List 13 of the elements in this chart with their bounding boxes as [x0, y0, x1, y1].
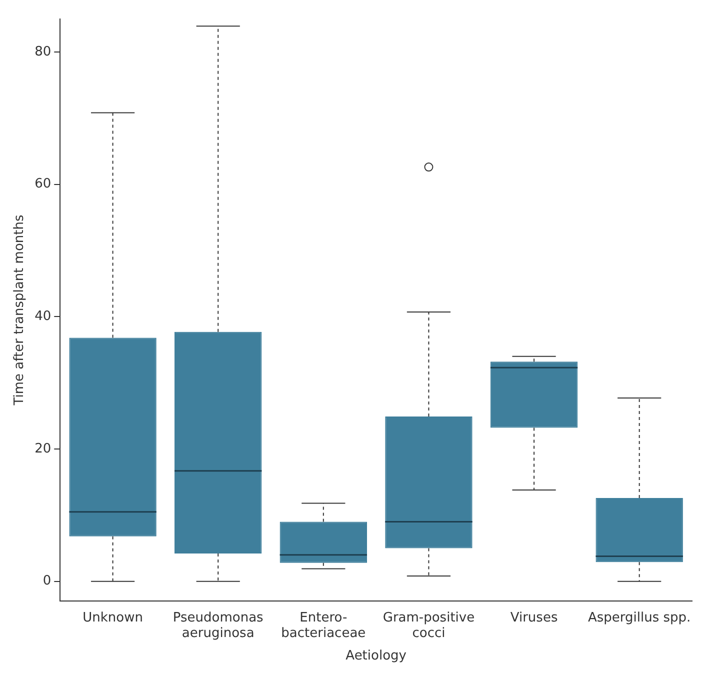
- y-tick-label: 60: [34, 176, 52, 192]
- x-tick-label: Unknown: [82, 610, 143, 626]
- x-tick-label: Pseudomonas aeruginosa: [172, 610, 264, 641]
- y-tick-label: 40: [34, 308, 52, 324]
- x-tick-label: Aspergillus spp.: [588, 610, 691, 626]
- y-tick-label: 0: [42, 574, 52, 589]
- x-tick-label: Entero- bacteriaceae: [281, 610, 366, 641]
- y-axis-title: Time after transplant months: [12, 214, 28, 406]
- x-tick-label: Viruses: [510, 610, 558, 626]
- y-tick-label: 80: [34, 44, 52, 60]
- x-axis-title: Aetiology: [346, 648, 407, 664]
- y-tick-label: 20: [34, 441, 52, 456]
- x-tick-label: Gram-positive cocci: [382, 610, 475, 641]
